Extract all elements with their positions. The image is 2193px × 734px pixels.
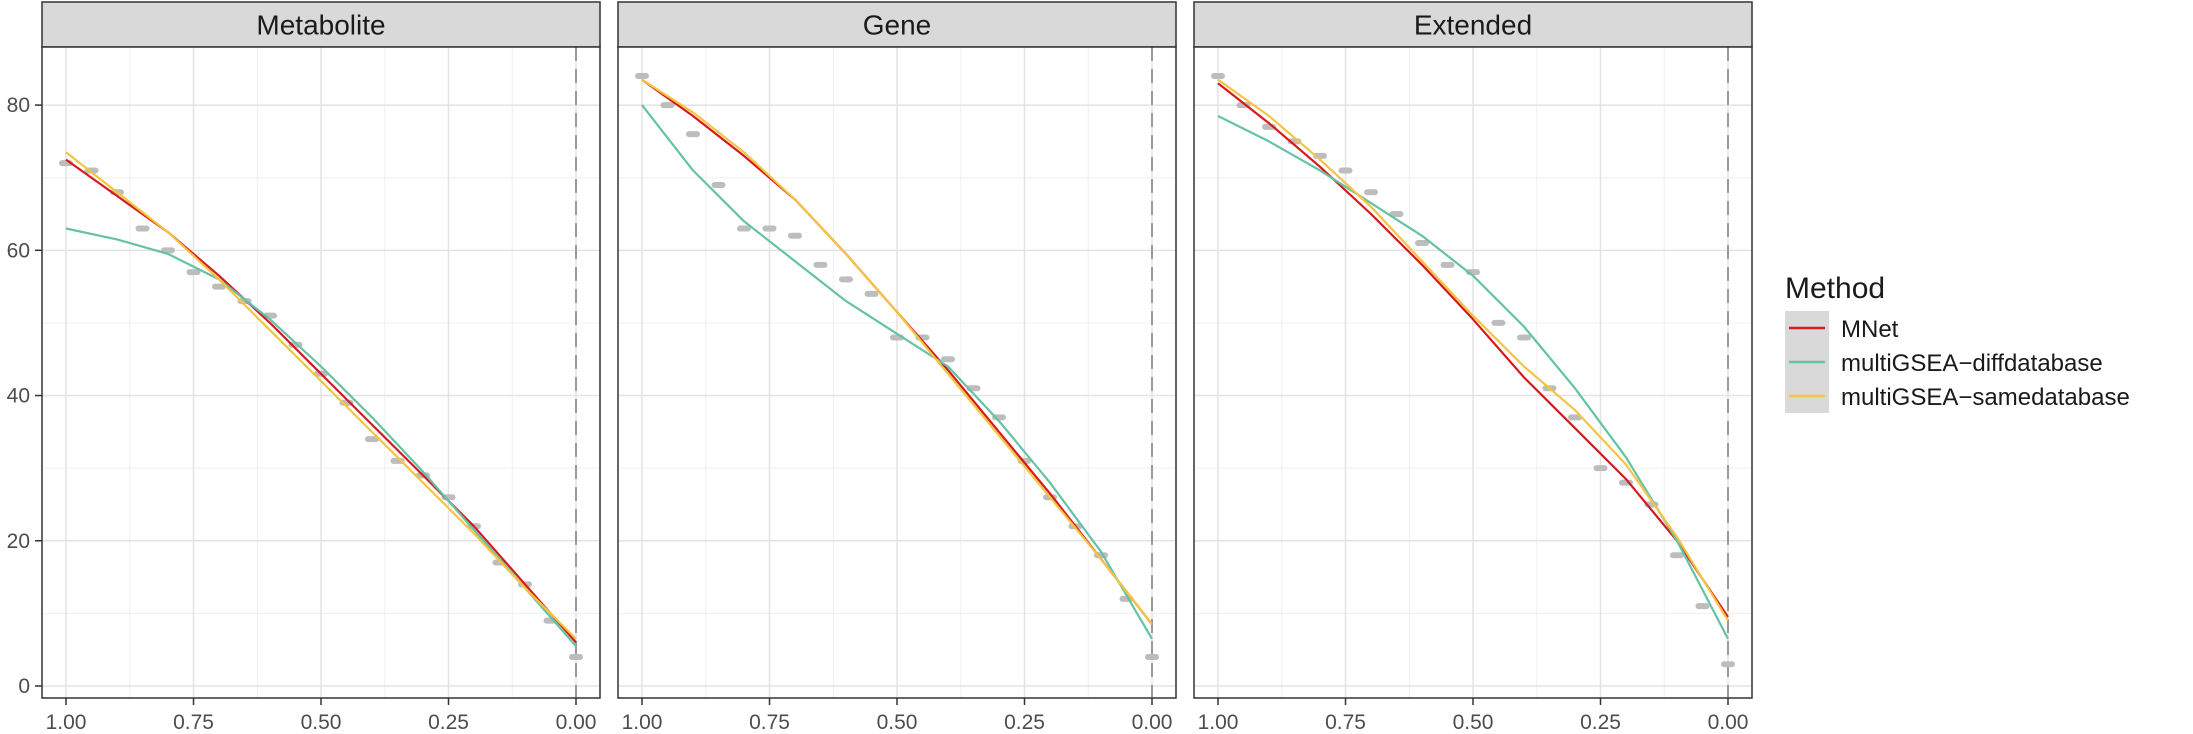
x-tick-label: 0.75 xyxy=(173,711,214,734)
data-point xyxy=(1670,552,1684,559)
data-point xyxy=(788,232,802,239)
facet-panel-metabolite: Metabolite 1.00 0.75 0.50 0.25 0.00 0 20 40 60 80 xyxy=(7,1,601,734)
data-point xyxy=(762,225,777,232)
facet-panel-gene: Gene 1.00 0.75 0.50 0.25 0.00 xyxy=(617,1,1177,734)
facet-strip-label: Gene xyxy=(863,10,932,41)
data-point xyxy=(1593,465,1608,472)
data-point xyxy=(135,225,150,232)
facet-strip xyxy=(1193,1,1753,48)
data-point xyxy=(1211,73,1225,80)
series-line-diffdatabase xyxy=(65,227,577,647)
x-tick-label: 0.75 xyxy=(749,711,790,734)
series-line-samedatabase xyxy=(65,151,577,640)
facet-panel-extended: Extended 1.00 0.75 0.50 0.25 0.00 xyxy=(1193,1,1753,734)
data-point xyxy=(1389,211,1404,218)
data-point xyxy=(711,181,726,188)
data-point xyxy=(1145,653,1159,660)
data-point xyxy=(839,276,853,283)
legend-item-label: multiGSEA−samedatabase xyxy=(1841,384,2130,411)
data-point xyxy=(569,653,583,660)
facet-strip xyxy=(41,1,601,48)
series-line-mnet xyxy=(1217,82,1729,618)
data-point xyxy=(1517,334,1531,341)
x-tick-label: 0.50 xyxy=(1453,711,1494,734)
data-point xyxy=(660,102,675,109)
data-point xyxy=(186,269,201,276)
data-point xyxy=(686,131,700,138)
x-tick-label: 1.00 xyxy=(46,711,87,734)
x-tick-label: 0.75 xyxy=(1325,711,1366,734)
data-point xyxy=(1568,414,1582,421)
x-tick-label: 1.00 xyxy=(1198,711,1239,734)
data-point xyxy=(212,283,226,290)
x-tick-label: 0.25 xyxy=(428,711,469,734)
data-point xyxy=(1364,189,1378,196)
facet-strip-label: Extended xyxy=(1414,10,1532,41)
data-point xyxy=(1415,240,1429,247)
data-point xyxy=(365,436,379,443)
y-tick-label: 0 xyxy=(18,675,30,698)
facet-strip xyxy=(617,1,1177,48)
x-tick-label: 0.00 xyxy=(1708,711,1749,734)
legend-item-label: multiGSEA−diffdatabase xyxy=(1841,350,2103,377)
x-tick-label: 1.00 xyxy=(622,711,663,734)
y-tick-label: 80 xyxy=(7,94,30,117)
data-point xyxy=(737,225,751,232)
data-point xyxy=(1695,603,1710,610)
data-point xyxy=(1491,319,1506,326)
y-tick-label: 20 xyxy=(7,530,30,553)
legend-item-label: MNet xyxy=(1841,316,1899,343)
legend: Method MNet multiGSEA−diffdatabase multiGSE… xyxy=(1785,272,2130,413)
x-tick-label: 0.25 xyxy=(1580,711,1621,734)
x-tick-label: 0.25 xyxy=(1004,711,1045,734)
data-point xyxy=(1721,661,1735,668)
data-point xyxy=(864,290,879,297)
series-line-diffdatabase xyxy=(1217,115,1729,640)
series-line-diffdatabase xyxy=(641,104,1153,640)
x-tick-label: 0.00 xyxy=(1132,711,1173,734)
y-tick-label: 40 xyxy=(7,385,30,408)
legend-title: Method xyxy=(1785,272,1885,305)
data-point xyxy=(1440,261,1455,268)
x-tick-label: 0.50 xyxy=(877,711,918,734)
data-point xyxy=(1338,167,1353,174)
y-tick-label: 60 xyxy=(7,239,30,262)
series-line-samedatabase xyxy=(1217,78,1729,622)
x-tick-label: 0.50 xyxy=(301,711,342,734)
data-point xyxy=(813,261,828,268)
data-point xyxy=(635,73,649,80)
series-line-samedatabase xyxy=(641,78,1153,625)
data-point xyxy=(941,356,955,363)
facet-strip-label: Metabolite xyxy=(256,10,385,41)
x-tick-label: 0.00 xyxy=(556,711,597,734)
panels-layer: Metabolite 1.00 0.75 0.50 0.25 0.00 0 20 40 60 80 G… xyxy=(7,1,1753,734)
